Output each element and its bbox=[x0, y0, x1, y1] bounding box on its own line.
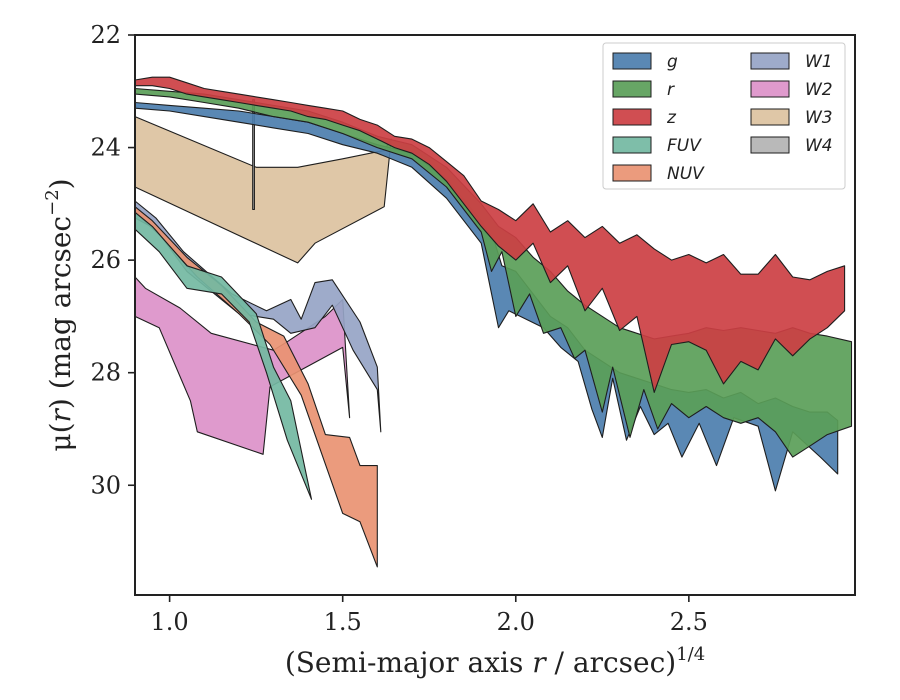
x-tick-label: 2.0 bbox=[497, 608, 535, 636]
y-tick-label: 24 bbox=[90, 134, 121, 162]
legend-swatch-w1 bbox=[750, 52, 790, 70]
legend-label-z: z bbox=[666, 108, 677, 128]
legend-label-w2: W2 bbox=[805, 80, 833, 100]
plot-frame bbox=[134, 34, 856, 596]
y-axis-label-post: ) bbox=[44, 178, 77, 189]
y-axis-label: μ(r) (mag arcsec−2) bbox=[42, 178, 77, 451]
x-axis-label-pre: (Semi-major axis bbox=[285, 646, 532, 679]
y-tick-label: 26 bbox=[90, 246, 121, 274]
x-tick-label: 1.0 bbox=[151, 608, 189, 636]
legend-swatch-fuv bbox=[612, 136, 652, 154]
legend-label-fuv: FUV bbox=[667, 136, 702, 156]
legend: grz FUV NUV W1 W2 W3 W4 bbox=[602, 42, 846, 190]
y-tick-label: 28 bbox=[90, 359, 121, 387]
ticks-layer: 1.0 1.5 2.0 2.5 22 24 26 28 30 bbox=[90, 21, 707, 636]
legend-label-w4: W4 bbox=[805, 136, 833, 156]
y-axis-label-mid: ) (mag arcsec bbox=[44, 216, 77, 409]
y-axis-label-pre: μ( bbox=[44, 422, 77, 451]
band-fuv bbox=[134, 211, 313, 500]
legend-label-nuv: NUV bbox=[667, 164, 705, 184]
legend-swatch-w3 bbox=[750, 108, 790, 126]
x-tick-label: 1.5 bbox=[324, 608, 362, 636]
legend-label-r: r bbox=[667, 80, 675, 100]
legend-swatch-nuv bbox=[612, 164, 652, 182]
legend-swatch-w4 bbox=[750, 136, 790, 154]
band-w1 bbox=[134, 200, 382, 433]
legend-label-g: g bbox=[667, 52, 678, 72]
y-axis-label-var: r bbox=[44, 407, 77, 422]
x-axis-label-var: r bbox=[532, 646, 547, 679]
x-tick-label: 2.5 bbox=[670, 608, 708, 636]
band-z bbox=[134, 76, 846, 393]
legend-swatch-z bbox=[612, 108, 652, 126]
legend-label-w1: W1 bbox=[805, 52, 833, 72]
y-axis-label-sup: −2 bbox=[42, 189, 63, 216]
bands-layer bbox=[134, 76, 853, 568]
legend-swatch-w2 bbox=[750, 80, 790, 98]
x-axis-label: (Semi-major axis r / arcsec)1/4 bbox=[285, 644, 705, 679]
legend-swatch-g bbox=[612, 52, 652, 70]
y-tick-label: 30 bbox=[90, 471, 121, 499]
band-w2 bbox=[134, 276, 351, 455]
x-axis-label-post: / arcsec) bbox=[546, 646, 677, 679]
legend-swatch-r bbox=[612, 80, 652, 98]
legend-label-w3: W3 bbox=[805, 108, 833, 128]
x-axis-label-sup: 1/4 bbox=[676, 644, 705, 665]
y-tick-label: 22 bbox=[90, 21, 121, 49]
